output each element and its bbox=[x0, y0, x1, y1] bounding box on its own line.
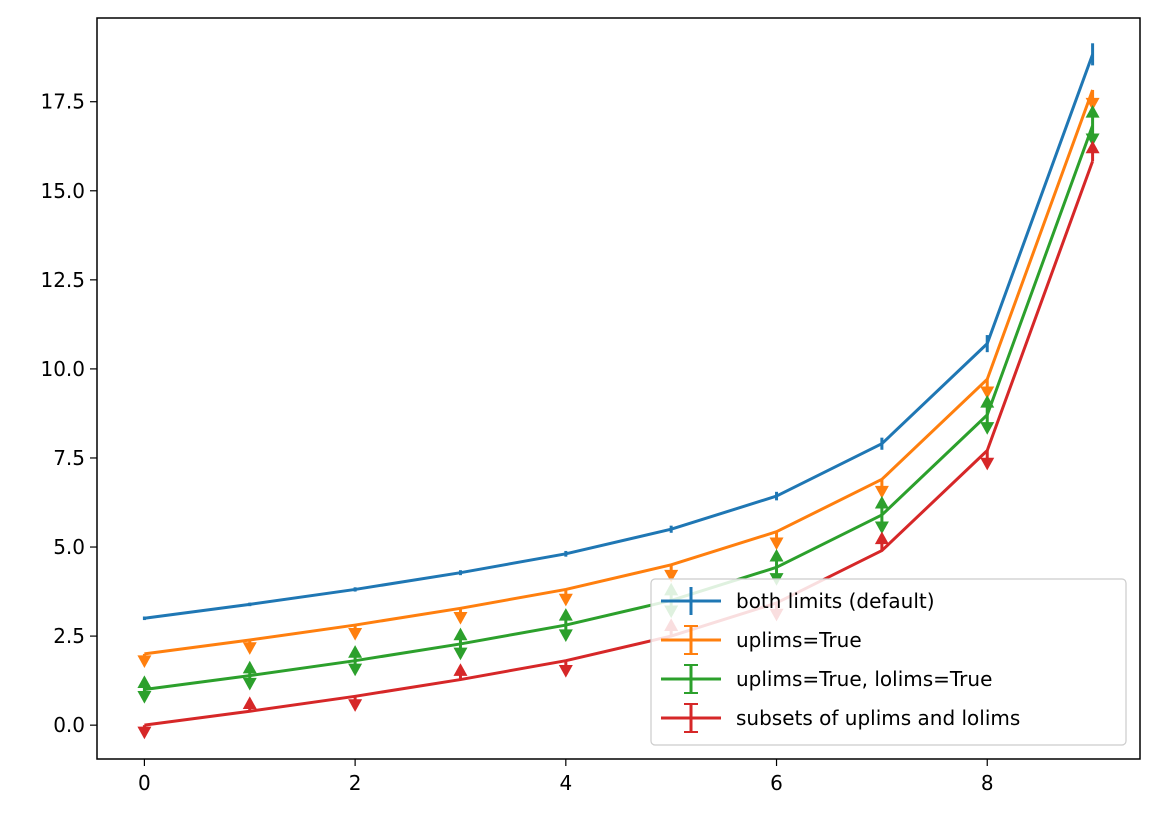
legend-entry: subsets of uplims and lolims bbox=[661, 703, 1020, 733]
legend-entry: uplims=True bbox=[661, 625, 862, 655]
x-tick-label: 6 bbox=[770, 771, 783, 795]
y-tick-label: 0.0 bbox=[53, 713, 85, 737]
lower-limit-marker bbox=[453, 663, 468, 676]
legend-entry: uplims=True, lolims=True bbox=[661, 664, 992, 694]
axes-frame bbox=[96, 17, 1141, 760]
lower-limit-marker bbox=[137, 675, 152, 689]
upper-limit-marker bbox=[1085, 133, 1100, 147]
x-axis: 0 2 4 6 8 bbox=[138, 759, 994, 795]
series-line bbox=[144, 125, 1095, 692]
lower-limit-marker bbox=[558, 608, 573, 621]
upper-limit-marker bbox=[1085, 97, 1100, 111]
series-line bbox=[144, 89, 1095, 656]
upper-limit-marker bbox=[558, 629, 573, 643]
upper-limit-marker bbox=[348, 699, 363, 712]
legend-label: both limits (default) bbox=[736, 589, 935, 613]
upper-limit-marker bbox=[874, 485, 889, 499]
legend-label: uplims=True, lolims=True bbox=[736, 667, 992, 691]
upper-limit-marker bbox=[558, 593, 573, 607]
upper-limit-marker bbox=[980, 386, 995, 400]
upper-limit-marker bbox=[664, 569, 679, 583]
upper-limit-marker bbox=[874, 521, 889, 535]
upper-limit-marker bbox=[348, 628, 363, 641]
series-1 bbox=[142, 43, 1095, 621]
y-tick-label: 2.5 bbox=[53, 624, 85, 648]
y-tick-label: 15.0 bbox=[40, 179, 85, 203]
upper-limit-marker bbox=[137, 655, 152, 669]
lower-limit-marker bbox=[242, 660, 257, 674]
upper-limit-marker bbox=[242, 677, 257, 691]
y-tick-label: 17.5 bbox=[40, 90, 85, 114]
lower-limit-marker bbox=[874, 495, 889, 509]
y-tick-label: 5.0 bbox=[53, 535, 85, 559]
lower-limit-marker bbox=[453, 627, 468, 641]
y-tick-label: 12.5 bbox=[40, 268, 85, 292]
series-4 bbox=[137, 140, 1100, 740]
x-tick-label: 0 bbox=[138, 771, 151, 795]
upper-limit-marker bbox=[242, 642, 257, 655]
x-tick-label: 2 bbox=[349, 771, 362, 795]
lower-limit-marker bbox=[1085, 105, 1100, 118]
series-3 bbox=[137, 105, 1100, 704]
x-tick-label: 4 bbox=[559, 771, 572, 795]
upper-limit-marker bbox=[980, 422, 995, 435]
upper-limit-marker bbox=[769, 537, 784, 551]
upper-limit-marker bbox=[348, 663, 363, 677]
legend-label: subsets of uplims and lolims bbox=[736, 706, 1020, 730]
lower-limit-marker bbox=[769, 548, 784, 562]
x-tick-label: 8 bbox=[981, 771, 994, 795]
upper-limit-marker bbox=[137, 691, 152, 704]
upper-limit-marker bbox=[980, 457, 995, 471]
legend: both limits (default) uplims=True uplims=T… bbox=[650, 578, 1127, 746]
lower-limit-marker bbox=[1085, 140, 1100, 154]
lower-limit-marker bbox=[980, 395, 995, 408]
lower-limit-marker bbox=[874, 531, 889, 545]
legend-box bbox=[650, 578, 1127, 746]
series-line bbox=[144, 53, 1095, 620]
y-axis: 0.0 2.5 5.0 7.5 10.0 12.5 15.0 17.5 bbox=[40, 90, 97, 737]
upper-limit-marker bbox=[558, 665, 573, 678]
y-tick-label: 7.5 bbox=[53, 446, 85, 470]
series-layer bbox=[137, 43, 1100, 740]
upper-limit-marker bbox=[453, 647, 468, 661]
lower-limit-marker bbox=[348, 645, 363, 658]
legend-label: uplims=True bbox=[736, 628, 862, 652]
series-2 bbox=[137, 89, 1100, 669]
upper-limit-marker bbox=[137, 726, 152, 740]
upper-limit-marker bbox=[453, 611, 468, 625]
legend-entry: both limits (default) bbox=[661, 587, 935, 615]
y-tick-label: 10.0 bbox=[40, 357, 85, 381]
lower-limit-marker bbox=[242, 696, 257, 710]
series-line bbox=[144, 160, 1095, 727]
